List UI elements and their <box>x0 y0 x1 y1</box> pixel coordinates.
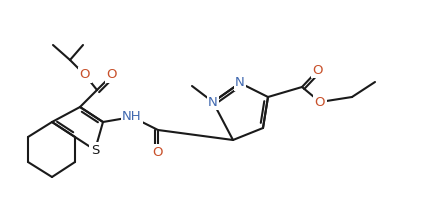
Text: N: N <box>208 95 218 108</box>
Text: O: O <box>315 95 325 108</box>
Text: O: O <box>80 69 90 82</box>
Text: O: O <box>313 63 323 77</box>
Text: N: N <box>235 77 245 90</box>
Text: S: S <box>91 144 99 157</box>
Text: O: O <box>153 146 163 159</box>
Text: NH: NH <box>122 110 142 123</box>
Text: O: O <box>107 69 117 82</box>
